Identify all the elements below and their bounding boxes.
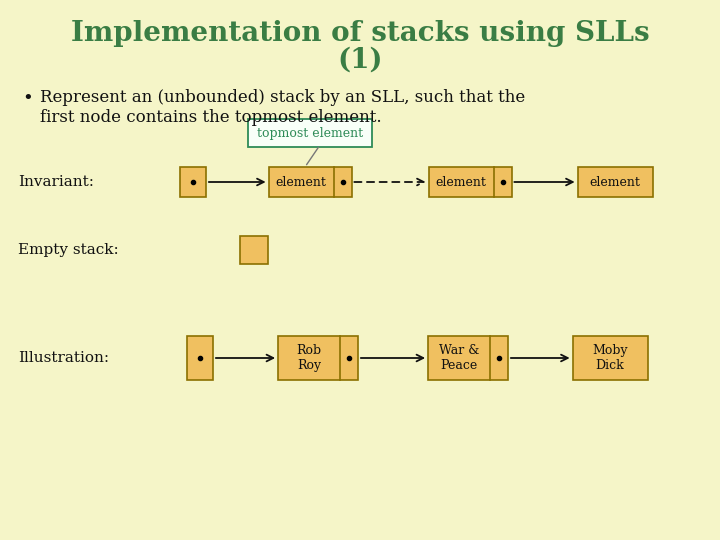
Text: Invariant:: Invariant: bbox=[18, 175, 94, 189]
Text: Empty stack:: Empty stack: bbox=[18, 243, 119, 257]
Text: •: • bbox=[22, 90, 32, 108]
Text: Represent an (unbounded) stack by an SLL, such that the: Represent an (unbounded) stack by an SLL… bbox=[40, 89, 526, 106]
Text: first node contains the topmost element.: first node contains the topmost element. bbox=[40, 109, 382, 126]
FancyBboxPatch shape bbox=[240, 236, 268, 264]
Text: element: element bbox=[436, 176, 487, 188]
Text: Illustration:: Illustration: bbox=[18, 351, 109, 365]
Text: (1): (1) bbox=[337, 47, 383, 74]
FancyBboxPatch shape bbox=[278, 336, 358, 380]
FancyBboxPatch shape bbox=[269, 167, 351, 197]
Text: Rob
Roy: Rob Roy bbox=[297, 344, 322, 372]
Text: War &
Peace: War & Peace bbox=[438, 344, 480, 372]
FancyBboxPatch shape bbox=[248, 119, 372, 147]
FancyBboxPatch shape bbox=[572, 336, 647, 380]
Text: Moby
Dick: Moby Dick bbox=[592, 344, 628, 372]
Text: element: element bbox=[276, 176, 326, 188]
Text: element: element bbox=[590, 176, 640, 188]
FancyBboxPatch shape bbox=[428, 336, 508, 380]
FancyBboxPatch shape bbox=[180, 167, 206, 197]
FancyBboxPatch shape bbox=[428, 167, 511, 197]
FancyBboxPatch shape bbox=[577, 167, 652, 197]
Text: Implementation of stacks using SLLs: Implementation of stacks using SLLs bbox=[71, 20, 649, 47]
Text: topmost element: topmost element bbox=[257, 126, 363, 139]
FancyBboxPatch shape bbox=[187, 336, 213, 380]
